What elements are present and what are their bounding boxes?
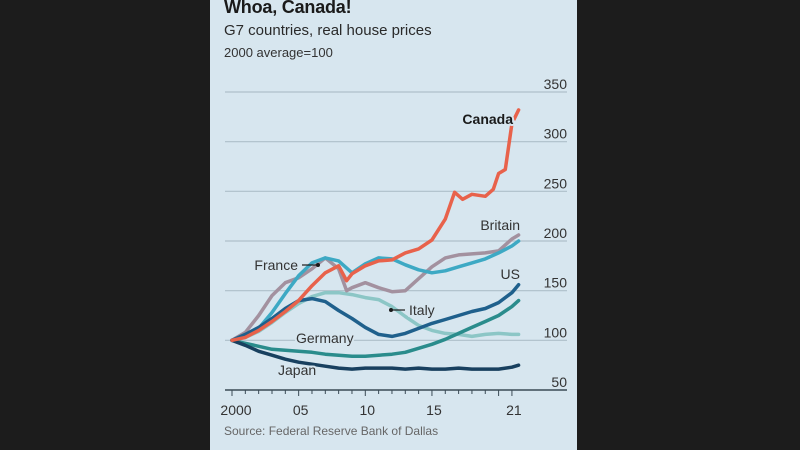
y-tick-label: 250 [544, 175, 568, 191]
y-tick-label: 350 [544, 76, 568, 92]
series-line-germany [230, 298, 521, 358]
series-lines [230, 108, 521, 371]
series-label-japan: Japan [278, 362, 316, 378]
series-line-canada [230, 108, 521, 343]
series-label-germany: Germany [296, 330, 354, 346]
chart-source: Source: Federal Reserve Bank of Dallas [224, 424, 439, 438]
series-line-japan [230, 338, 521, 371]
y-tick-label: 300 [544, 126, 568, 142]
x-tick-label: 15 [426, 402, 442, 418]
y-tick-label: 150 [544, 275, 568, 291]
x-tick-label: 10 [360, 402, 376, 418]
series-label-france: France [254, 257, 298, 273]
chart-title: Whoa, Canada! [224, 0, 352, 17]
x-tick-label: 2000 [220, 402, 251, 418]
series-line-britain [230, 233, 521, 343]
series-label-italy: Italy [409, 302, 435, 318]
label-pointer-dot [316, 263, 320, 267]
series-labels: Canada Britain France US Italy Germany Japan [252, 109, 522, 380]
x-axis: 2000 05 10 15 21 [220, 389, 567, 418]
x-tick-label: 05 [293, 402, 309, 418]
y-tick-label: 50 [551, 374, 567, 390]
y-tick-label: 200 [544, 225, 568, 241]
series-label-britain: Britain [480, 217, 520, 233]
series-line-france [230, 239, 521, 343]
x-tick-label: 21 [506, 402, 522, 418]
chart-card: Whoa, Canada! G7 countries, real house p… [210, 0, 577, 450]
y-tick-label: 100 [544, 324, 568, 340]
series-label-canada: Canada [462, 111, 513, 127]
chart-subtitle: G7 countries, real house prices [224, 22, 432, 39]
series-label-us: US [501, 266, 520, 282]
label-pointer-dot [389, 308, 393, 312]
chart-unit-label: 2000 average=100 [224, 45, 333, 60]
gridlines: 50 100 150 200 250 300 350 [225, 76, 567, 390]
series-line-us [230, 282, 521, 343]
